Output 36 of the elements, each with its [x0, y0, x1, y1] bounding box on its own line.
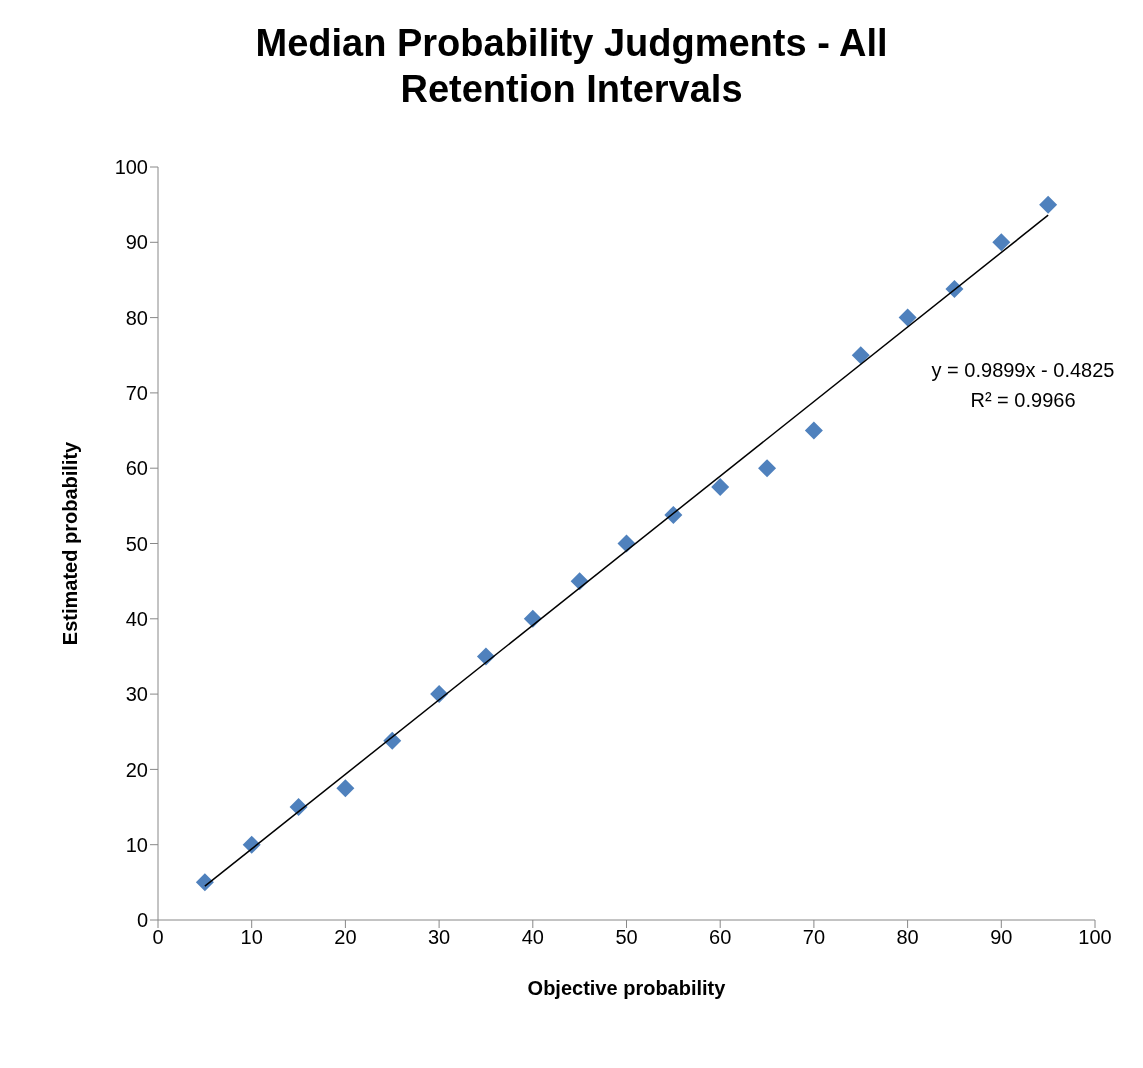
y-tick-label: 100 [114, 156, 148, 179]
y-tick-label: 0 [136, 909, 148, 932]
y-tick-label: 10 [125, 833, 148, 856]
y-tick-label: 20 [125, 758, 148, 781]
x-tick-label: 90 [990, 926, 1013, 949]
y-tick-label: 30 [125, 683, 148, 706]
x-tick-label: 30 [427, 926, 451, 949]
y-axis-title: Estimated probability [59, 440, 82, 646]
x-tick-label: 10 [240, 926, 263, 949]
y-tick-label: 50 [125, 532, 148, 555]
x-tick-label: 40 [521, 926, 544, 949]
x-tick-label: 50 [615, 926, 638, 949]
annotation: y = 0.9899x - 0.4825 [930, 358, 1116, 383]
y-tick-label: 60 [125, 457, 148, 480]
y-tick-label: 40 [125, 607, 148, 630]
y-tick-label: 80 [125, 306, 148, 329]
x-axis-title: Objective probability [527, 977, 727, 999]
x-tick-label: 70 [802, 926, 826, 949]
x-tick-label: 20 [334, 926, 357, 949]
point [195, 873, 214, 892]
chart-title: Median Probability Judgments - All Retention Intervals [254, 21, 889, 112]
point [992, 233, 1011, 252]
point [898, 308, 917, 327]
x-tick-label: 80 [896, 926, 919, 949]
y-tick-label: 90 [125, 231, 148, 254]
y-tick-label: 70 [125, 382, 148, 404]
annotation: R² = 0.9966 [969, 388, 1077, 413]
point [804, 421, 823, 440]
point [758, 459, 777, 478]
point [711, 478, 730, 497]
x-tick-label: 100 [1078, 926, 1112, 949]
point [336, 779, 355, 798]
point [851, 346, 870, 365]
point [1039, 195, 1058, 214]
x-tick-label: 60 [709, 926, 732, 949]
x-tick-label: 0 [152, 926, 164, 949]
